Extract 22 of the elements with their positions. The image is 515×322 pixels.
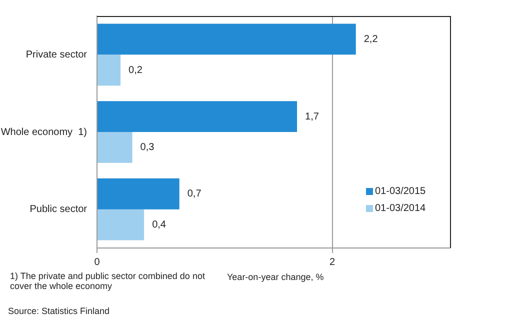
y-tick-label: Public sector xyxy=(30,204,88,216)
y-tick-label: Whole economy 1) xyxy=(0,126,87,138)
data-label: 0,2 xyxy=(128,64,143,76)
bar xyxy=(98,101,298,132)
bar xyxy=(98,24,356,55)
data-label: 1,7 xyxy=(305,111,320,122)
x-axis-title: Year-on-year change, % xyxy=(227,272,324,282)
bar xyxy=(98,132,132,163)
bar xyxy=(98,178,180,210)
y-tick-label: Private sector xyxy=(26,49,88,60)
legend-label: 01-03/2014 xyxy=(375,203,426,214)
source-note: Source: Statistics Finland xyxy=(8,306,110,316)
x-tick-label: 0 xyxy=(94,256,100,268)
x-tick-label: 2 xyxy=(330,256,336,268)
data-label: 0,3 xyxy=(140,142,155,154)
text: 1) The private and public sector combined do not cover the whole economy xyxy=(10,271,206,291)
data-label: 0,4 xyxy=(152,220,166,231)
bar xyxy=(98,54,121,86)
legend-label: 01-03/2015 xyxy=(375,186,426,197)
bar xyxy=(98,209,144,240)
data-label: 0,7 xyxy=(187,188,202,200)
data-label: 2,2 xyxy=(364,34,378,45)
